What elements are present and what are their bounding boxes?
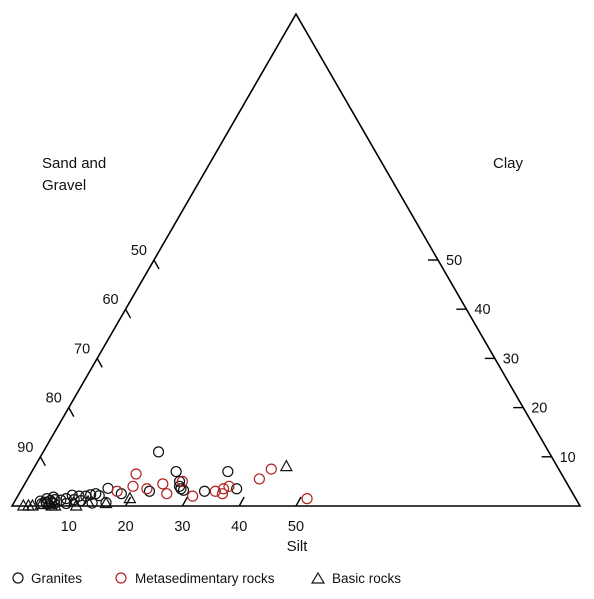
point-metasedimentary bbox=[253, 473, 265, 485]
vertex-label-sand: Sand and bbox=[42, 155, 106, 172]
point-metasedimentary bbox=[301, 493, 313, 505]
point-metasedimentary bbox=[111, 485, 123, 497]
point-metasedimentary bbox=[209, 485, 221, 497]
clay-tick-label: 20 bbox=[531, 401, 547, 417]
sand-tick-label: 50 bbox=[131, 243, 147, 259]
silt-tick-label: 30 bbox=[174, 519, 190, 535]
point-granites bbox=[143, 485, 156, 497]
silt-tick-label: 10 bbox=[61, 519, 77, 535]
legend-marker-granites bbox=[12, 572, 24, 584]
sand-tick bbox=[39, 456, 47, 467]
point-metasedimentary bbox=[187, 490, 199, 502]
legend-marker-basic bbox=[310, 571, 326, 584]
legend-label-granites: Granites bbox=[31, 571, 82, 586]
triangle-frame bbox=[10, 12, 582, 507]
silt-tick bbox=[124, 496, 132, 507]
point-metasedimentary bbox=[176, 475, 188, 487]
data-points bbox=[16, 446, 313, 511]
silt-tick bbox=[238, 496, 245, 507]
point-granites bbox=[198, 485, 211, 497]
point-granites bbox=[86, 497, 98, 509]
point-basic bbox=[25, 498, 39, 511]
point-granites bbox=[231, 483, 243, 495]
sand-tick bbox=[124, 308, 132, 319]
vertex-label-sand-line2: Gravel bbox=[42, 177, 86, 194]
tick-labels: 10 20 30 40 50 10 20 30 40 50 50 60 70 80 90 bbox=[17, 243, 575, 535]
point-granites bbox=[152, 446, 165, 458]
clay-tick-label: 50 bbox=[446, 253, 462, 269]
point-granites bbox=[222, 465, 234, 478]
legend-label-metasedimentary: Metasedimentary rocks bbox=[135, 571, 275, 586]
sand-tick bbox=[68, 407, 75, 417]
sand-tick-label: 80 bbox=[46, 391, 62, 407]
point-basic bbox=[81, 494, 95, 507]
silt-tick bbox=[295, 496, 302, 507]
point-granites bbox=[93, 490, 105, 502]
sand-tick bbox=[96, 358, 103, 368]
clay-tick-label: 30 bbox=[503, 351, 519, 367]
point-metasedimentary bbox=[161, 488, 173, 500]
point-granites bbox=[60, 493, 72, 505]
sand-tick bbox=[153, 259, 160, 270]
point-granites bbox=[170, 465, 182, 478]
sand-tick-label: 60 bbox=[102, 292, 118, 308]
point-metasedimentary bbox=[216, 488, 229, 500]
point-metasedimentary bbox=[130, 468, 142, 480]
point-metasedimentary bbox=[217, 483, 230, 495]
axis-label-silt: Silt bbox=[287, 538, 309, 555]
point-metasedimentary bbox=[157, 478, 169, 490]
point-granites bbox=[175, 483, 187, 495]
legend-label-basic: Basic rocks bbox=[332, 571, 401, 586]
point-basic bbox=[48, 498, 62, 511]
silt-tick-label: 40 bbox=[231, 519, 247, 535]
clay-tick-label: 10 bbox=[560, 450, 576, 466]
point-metasedimentary bbox=[127, 480, 139, 492]
point-basic bbox=[69, 498, 83, 511]
point-basic bbox=[123, 491, 137, 504]
clay-tick-label: 40 bbox=[474, 302, 490, 318]
sand-tick-label: 90 bbox=[17, 440, 33, 456]
vertex-label-clay: Clay bbox=[493, 155, 524, 172]
silt-tick bbox=[181, 496, 189, 507]
silt-tick-label: 50 bbox=[288, 519, 304, 535]
tick-marks bbox=[39, 259, 552, 507]
point-basic bbox=[34, 497, 48, 510]
point-metasedimentary bbox=[141, 483, 153, 495]
legend: Granites Metasedimentary rocks Basic roc… bbox=[12, 571, 401, 586]
legend-marker-metasedimentary bbox=[115, 572, 127, 584]
silt-tick-label: 20 bbox=[118, 519, 134, 535]
point-metasedimentary bbox=[265, 463, 277, 475]
point-granites bbox=[102, 482, 114, 494]
sand-tick-label: 70 bbox=[74, 341, 90, 357]
point-granites bbox=[177, 484, 190, 496]
point-basic bbox=[279, 459, 293, 472]
point-metasedimentary bbox=[223, 480, 235, 492]
point-basic bbox=[99, 496, 113, 509]
